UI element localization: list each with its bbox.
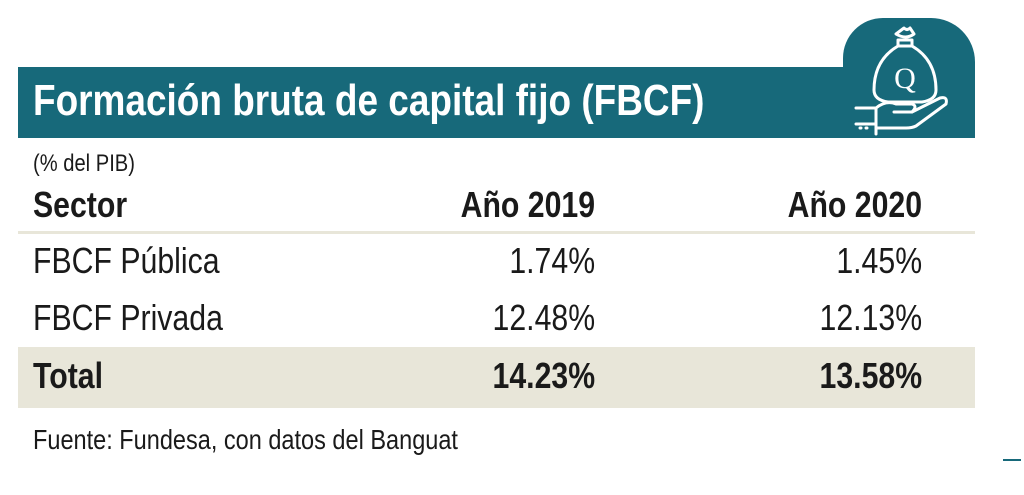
row-total-2019: 14.23% [492,355,595,396]
column-header-2019: Año 2019 [460,184,595,225]
row-privada-2019: 12.48% [492,297,595,338]
column-header-sector: Sector [33,184,128,225]
money-bag-hand-icon: Q [854,26,948,136]
decorative-dash [1003,459,1021,461]
row-total-2020: 13.58% [819,355,922,396]
unit-label: (% del PIB) [33,150,135,177]
title-bar [18,67,975,138]
row-publica-2019: 1.74% [509,240,595,281]
svg-text:Q: Q [894,62,916,95]
row-sector-privada: FBCF Privada [33,297,223,338]
row-sector-publica: FBCF Pública [33,240,220,281]
source-note: Fuente: Fundesa, con datos del Banguat [33,424,458,455]
page-title: Formación bruta de capital fijo (FBCF) [33,76,705,125]
total-row-band [18,347,975,408]
header-divider [18,231,975,234]
column-header-2020: Año 2020 [787,184,922,225]
row-publica-2020: 1.45% [836,240,922,281]
row-sector-total: Total [33,355,103,396]
row-privada-2020: 12.13% [819,297,922,338]
